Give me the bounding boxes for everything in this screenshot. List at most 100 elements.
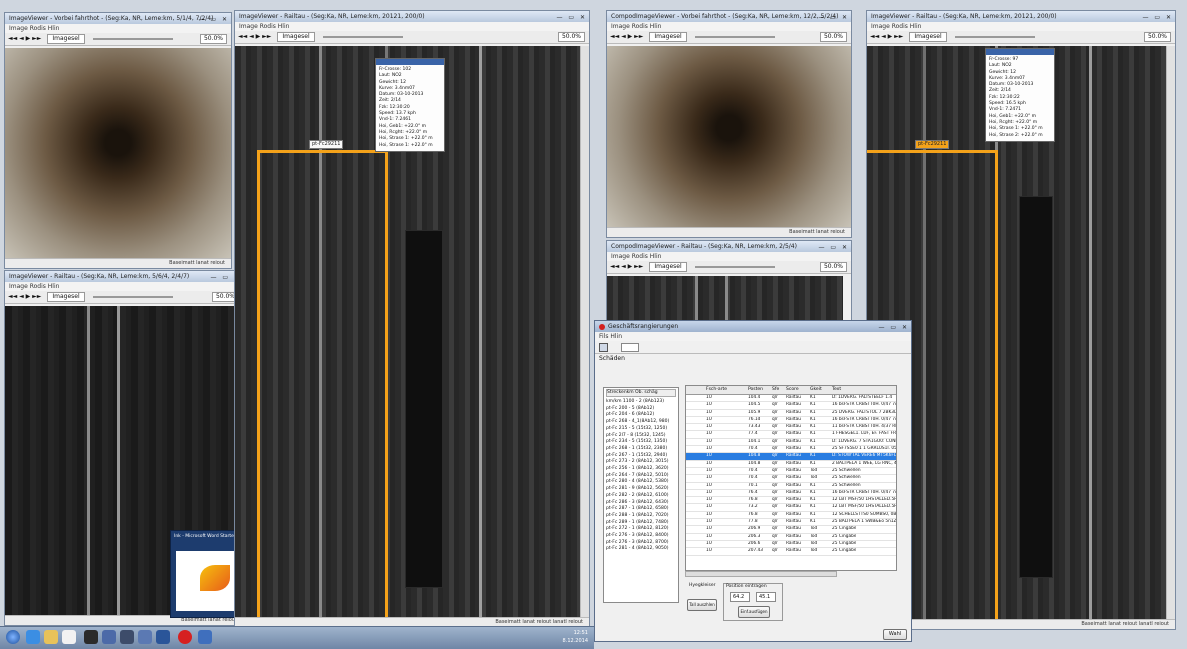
video-window-right[interactable]: CompodImageViewer - Vorbei fahrthot - (S…	[606, 10, 852, 238]
measurement-info-panel[interactable]: Fr-Crosse: 102 Laut: NO2 Gewicht: 12 Kurve:…	[375, 58, 445, 152]
table-row[interactable]: 1U 104.8 qlr Railtau K1 D: STOW'TAL VERE6 MT5…	[686, 453, 896, 461]
word-notification-popup[interactable]: Ink - Microsoft Word Starter	[170, 530, 242, 618]
table-row[interactable]: 1U 73.2 qlr Railtau K1 12 LBT MSF/50 1HSTALLE…	[686, 504, 896, 512]
tree-item[interactable]: pt-Fc 280 - 4 (8Ab12, 5380)	[606, 479, 669, 485]
window-title[interactable]: ImageViewer - Vorbei fahrthot - (Seg:Ka,…	[5, 13, 231, 24]
defect-tag[interactable]: pt-Fc29211	[915, 140, 950, 149]
tree-item[interactable]: pt-Fc 276 - 3 (8Ab12, 8700)	[606, 539, 669, 545]
window-title[interactable]: CompodImageViewer - Vorbei fahrthot - (S…	[607, 11, 851, 22]
section-tree[interactable]: Streckenkm Ob. schäg km/km 1100 - 2 (8Ab…	[603, 387, 679, 603]
menu-bar[interactable]: Image Rodis Hlin	[5, 282, 243, 291]
table-row[interactable]: 1U 76.1d qlr Railtau K1 16 bsFSTR CRBSTT0H. 0…	[686, 417, 896, 425]
nav-buttons[interactable]: ◄◄ ◄ ▶ ►►	[870, 33, 904, 40]
column-header[interactable]: Score	[786, 387, 799, 392]
tree-item[interactable]: pt-Fc 267 - 1 (15t32, 2940)	[606, 452, 668, 458]
table-body[interactable]: 1U 104.4 qlr Railtau K1 D: 1DVERG. FALTSTEELF…	[686, 395, 896, 556]
table-row[interactable]: 1U 77.4 qlr Railtau K1 1 FHESGEL1. LUF, EF. F…	[686, 431, 896, 439]
app-icon[interactable]	[198, 630, 212, 644]
mode-select[interactable]: Imagesel	[649, 32, 687, 42]
tree-item[interactable]: pt-Fc 288 - 1 (8Ab12, 7020)	[606, 512, 669, 518]
railtrack-window-right[interactable]: ImageViewer - Railtau - (Seg:Ka, NR, Lem…	[866, 10, 1176, 630]
table-row[interactable]: 1U 70.4 qlr Railtau K1 25 SF7S5E0 1 1 GRRLUS1…	[686, 446, 896, 454]
menu-bar[interactable]: Fils Hlin	[595, 332, 911, 341]
vertical-scrollbar[interactable]	[1166, 46, 1175, 620]
zoom-select[interactable]: 50.0%	[819, 32, 847, 42]
damage-table[interactable]: Fsch-arte Posten Sfe Score Gkeit Text 1U 104.4…	[685, 385, 897, 571]
app-icon[interactable]	[102, 630, 116, 644]
tree-item[interactable]: pt-Fc 273 - 2 (8Ab12, 3015)	[606, 459, 669, 465]
mode-select[interactable]: Imagesel	[277, 32, 315, 42]
table-row[interactable]: 1U 104.1 qlr Railtau K1 D: 1DVERG. 7 STA1GO0:…	[686, 439, 896, 447]
tree-item[interactable]: pt-Fc 2l7 - 8 (15t32, 1245)	[606, 432, 666, 438]
vertical-scrollbar[interactable]	[580, 46, 589, 618]
tree-item[interactable]: pt-Fc 200 - 5 (8Ab12)	[606, 405, 655, 411]
position-slider[interactable]	[694, 35, 775, 38]
insert-button[interactable]: Einf.ausfügen	[738, 606, 770, 618]
tree-item[interactable]: pt-Fc 268 - 1 (15t32, 2380)	[606, 445, 668, 451]
tab-schaeden[interactable]: Schäden	[599, 355, 625, 362]
tree-item[interactable]: pt-Fc 281 - 9 (8Ab12, 5620)	[606, 486, 669, 492]
table-row[interactable]: 1U 76.8 qlr Railtau K1 12 SCHELLSTTS0 SUMBS0,…	[686, 512, 896, 520]
position-slider[interactable]	[694, 265, 775, 268]
column-header[interactable]: Fsch-arte	[706, 387, 728, 392]
table-row[interactable]: 1U 206.6 qlr Railtau Tod 25 Cingabe	[686, 541, 896, 549]
tree-item[interactable]: pt-Fc 281 - 4 (8Ab12, 9050)	[606, 546, 669, 552]
nav-buttons[interactable]: ◄◄ ◄ ▶ ►►	[610, 33, 644, 40]
zoom-select[interactable]: 50.0%	[1143, 32, 1171, 42]
info-panel-header[interactable]	[986, 49, 1054, 55]
tree-item[interactable]: pt-Fc 282 - 2 (8Ab12, 6100)	[606, 492, 669, 498]
table-row[interactable]: 1U 70.4 qlr Railtau Tod 25 Schwellen	[686, 475, 896, 483]
tree-item[interactable]: pt-Fc 234 - 5 (15t32, 1350)	[606, 439, 668, 445]
window-controls[interactable]: — ▭ ✕	[818, 244, 849, 251]
mode-select[interactable]: Imagesel	[47, 34, 85, 44]
app-icon[interactable]	[120, 630, 134, 644]
window-controls[interactable]: — ▭ ✕	[556, 14, 587, 21]
window-controls[interactable]: — ▭ ✕	[878, 324, 909, 331]
column-header[interactable]: Sfe	[772, 387, 780, 392]
table-row[interactable]: 1U 104.5 qlr Railtau K1 16 bsFSTR CRBSTT0H. 0…	[686, 402, 896, 410]
position-slider[interactable]	[92, 295, 173, 298]
menu-bar[interactable]: Image Rodis Hlin	[607, 252, 851, 261]
window-title[interactable]: ImageViewer - Railtau - (Seg:Ka, NR, Lem…	[5, 271, 243, 282]
tree-item[interactable]: pt-Fc 204 - 6 (8Ab12)	[606, 412, 655, 418]
mode-select[interactable]: Imagesel	[649, 262, 687, 272]
menu-bar[interactable]: Image Rodis Hlin	[607, 22, 851, 31]
tree-item[interactable]: pt-Fc 264 - 7 (8Ab12, 5010)	[606, 472, 669, 478]
word-icon[interactable]	[156, 630, 170, 644]
nav-buttons[interactable]: ◄◄ ◄ ▶ ►►	[610, 263, 644, 270]
table-row[interactable]: 1U 104.4 qlr Railtau K1 D: 1DVERG. FALTSTEELF…	[686, 395, 896, 403]
nav-buttons[interactable]: ◄◄ ◄ ▶ ►►	[238, 33, 272, 40]
column-header[interactable]: Gkeit	[810, 387, 822, 392]
info-panel-header[interactable]	[376, 59, 444, 65]
save-icon[interactable]	[599, 343, 608, 352]
tree-item[interactable]: pt-Fc 272 - 1 (8Ab12, 8120)	[606, 526, 669, 532]
folder-icon[interactable]	[44, 630, 58, 644]
defect-tag[interactable]: pt-Fc29211	[309, 140, 344, 149]
railtrack-window-left[interactable]: ImageViewer - Railtau - (Seg:Ka, NR, Lem…	[234, 10, 590, 628]
media-icon[interactable]	[62, 630, 76, 644]
table-row[interactable]: 1U 73.43 qlr Railtau K1 11 bsFSTR CRBSTT0H. 4…	[686, 424, 896, 432]
table-row[interactable]: 1U 70.1 qlr Railtau K1 25 Schwellen	[686, 483, 896, 490]
column-header[interactable]: Text	[832, 387, 842, 392]
table-row[interactable]: 1U 206.9 qlr Railtau Tod 25 Cingabe	[686, 526, 896, 534]
tree-item[interactable]: pt-Fc 287 - 1 (8Ab12, 6580)	[606, 506, 669, 512]
select-all-button[interactable]: Tall auszhlen	[687, 599, 717, 611]
menu-bar[interactable]: Image Rodis Hlin	[867, 22, 1175, 31]
table-row[interactable]: 1U 207.43 qlr Railtau Tod 25 Cingabe	[686, 548, 896, 556]
window-title[interactable]: ImageViewer - Railtau - (Seg:Ka, NR, Lem…	[867, 11, 1175, 22]
column-header[interactable]: Posten	[748, 387, 764, 392]
table-row[interactable]: 1U 70.4 qlr Railtau Tod 25 Schwellen	[686, 468, 896, 476]
measurement-info-panel[interactable]: Fr-Crosse: 97 Laut: NO2 Gewicht: 12 Kurve: …	[985, 48, 1055, 142]
tree-item[interactable]: pt-Fc 286 - 3 (8Ab12, 6430)	[606, 499, 669, 505]
tree-item[interactable]: pt-Fc 289 - 1 (8Ab12, 7480)	[606, 519, 669, 525]
ie-icon[interactable]	[26, 630, 40, 644]
app-icon[interactable]	[138, 630, 152, 644]
position-left-field[interactable]: 64.2	[730, 592, 750, 602]
table-row[interactable]: 1U 104.8 qlr Railtau K1 2 BALTPELA 1 WEE, LG …	[686, 461, 896, 468]
zoom-select[interactable]: 50.0%	[557, 32, 585, 42]
red-app-icon[interactable]	[178, 630, 192, 644]
position-slider[interactable]	[322, 35, 403, 38]
table-row[interactable]: 1U 206.3 qlr Railtau Tod 25 Cingabe	[686, 534, 896, 541]
mode-select[interactable]: Imagesel	[47, 292, 85, 302]
table-row[interactable]: 1U 77.8 qlr Railtau K1 25 BALTPELA 1 SWB&Eo 5…	[686, 519, 896, 527]
